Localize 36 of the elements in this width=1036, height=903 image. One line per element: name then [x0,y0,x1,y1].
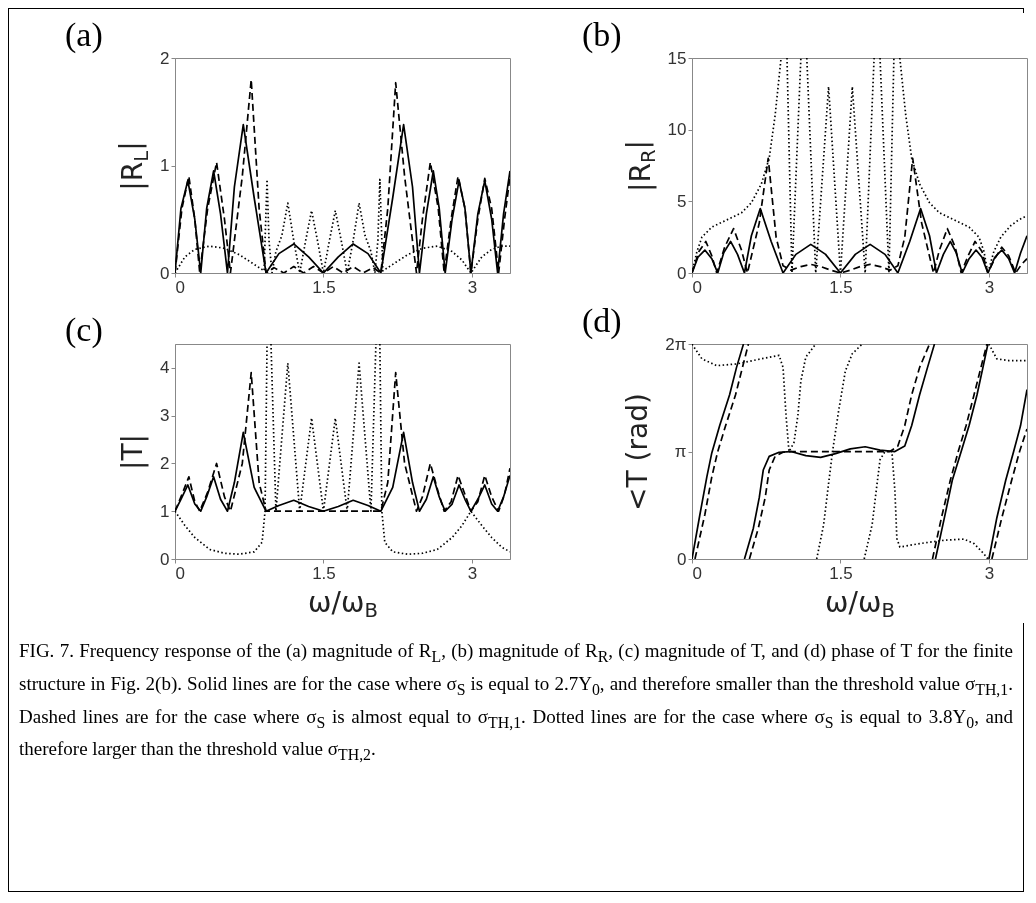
x-tick-label: 3 [984,277,995,297]
y-tick-label: 2 [160,453,170,473]
y-tick-label: 5 [677,191,687,211]
x-tick-label: 3 [984,563,995,583]
x-tick-label: 3 [467,563,478,583]
y-tick-label: 2 [160,48,170,68]
y-tick-label: 4 [160,358,170,378]
x-tick-label: 0 [175,277,185,297]
chart-title: (c) [65,311,103,349]
chart-title: (d) [582,302,622,340]
y-tick-label: 15 [667,48,687,68]
x-tick-label: 1.5 [312,563,336,583]
x-tick-label: 0 [175,563,185,583]
x-axis-title: ω/ω$_{B}$ [825,585,895,623]
chart-title: (a) [65,16,103,54]
y-tick-label: 0 [160,549,170,569]
x-tick-label: 1.5 [829,277,853,297]
y-axis-title: |T| [116,434,150,470]
x-tick-label: 1.5 [312,277,336,297]
x-tick-label: 3 [467,277,478,297]
text: FIG. 7. Frequency response of the (a) magnitude of R$_{L}$, (b) magnitude of R$_{R}$, (c) magnitude of T, and (d) phase of T for the finite structure in Fig. 2(b). Solid lines are for the case where σ$_{S}$ is equal to 2.7Y$_{0}$, and therefore smaller than the threshold value σ$_{TH,1}$. Dashed lines are for the case where σ$_{S}$ is almost equal to σ$_{TH,1}$. Dotted lines are for the case where σ$_{S}$ is equal to 3.8Y$_{0}$, and therefore larger than the threshold value σ$_{TH,2}$. [19,640,1014,764]
y-tick-label: 3 [160,406,170,426]
chart-title: (b) [582,16,622,54]
y-tick-label: 0 [160,263,170,283]
y-tick-label: 0 [677,549,687,569]
y-axis-title: <T (rad) [621,393,655,511]
y-tick-label: 0 [677,263,687,283]
y-tick-label: 10 [667,120,687,140]
x-axis-title: ω/ω$_{B}$ [308,585,378,623]
y-tick-label: 2π [665,334,687,354]
y-tick-label: 1 [160,501,170,521]
x-tick-label: 0 [692,563,702,583]
x-tick-label: 0 [692,277,702,297]
x-tick-label: 1.5 [829,563,853,583]
y-tick-label: π [674,442,687,461]
y-tick-label: 1 [160,156,170,175]
